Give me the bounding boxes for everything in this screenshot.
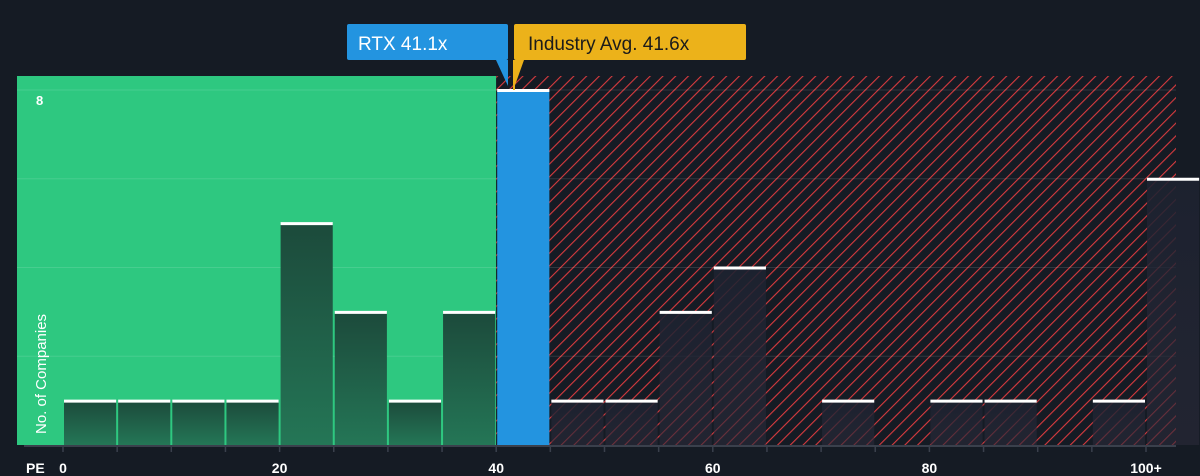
y-axis-label: No. of Companies (33, 314, 50, 434)
histogram-bar (443, 311, 496, 445)
histogram-bar-cap (280, 222, 333, 226)
histogram-bar-cap (930, 399, 983, 403)
x-tick-label: 0 (59, 460, 67, 476)
histogram-bar (930, 400, 983, 445)
histogram-bar-cap (822, 399, 875, 403)
histogram-bar-cap (172, 399, 225, 403)
histogram-bar-cap (226, 399, 279, 403)
x-tick-label: 60 (705, 460, 721, 476)
below-average-zone (17, 76, 497, 445)
histogram-bar (388, 400, 442, 445)
y-axis-max-label: 8 (36, 93, 43, 108)
histogram-bar-cap (334, 310, 387, 314)
histogram-bar (1147, 178, 1200, 445)
histogram-bar (118, 400, 171, 445)
histogram-bar (64, 400, 117, 445)
x-tick-label: 40 (488, 460, 504, 476)
histogram-bar (713, 267, 766, 445)
histogram-bar (334, 311, 387, 445)
above-average-zone (496, 76, 1176, 445)
x-axis-label: PE (26, 460, 45, 476)
histogram-bar-cap (713, 266, 766, 270)
histogram-bar (551, 400, 604, 445)
histogram-bar-cap (64, 399, 117, 403)
histogram-bar-cap (443, 310, 496, 314)
histogram-bar-cap (984, 399, 1037, 403)
histogram-bar-cap (118, 399, 171, 403)
histogram-bar-cap (659, 310, 712, 314)
histogram-bar (280, 223, 333, 445)
x-tick-label: 20 (272, 460, 288, 476)
histogram-bar (605, 400, 658, 445)
histogram-bar-cap (1092, 399, 1145, 403)
company-callout: RTX 41.1x (347, 24, 508, 86)
histogram-bar (984, 400, 1037, 445)
industry-callout: Industry Avg. 41.6x (513, 24, 746, 90)
histogram-bar (226, 400, 279, 445)
histogram-bar-cap (388, 399, 442, 403)
x-tick-label: 80 (922, 460, 938, 476)
industry-callout-label: Industry Avg. 41.6x (528, 34, 690, 55)
x-tick-label: 100+ (1130, 460, 1162, 476)
histogram-bar (1092, 400, 1145, 445)
company-callout-label: RTX 41.1x (358, 34, 448, 55)
histogram-bar (497, 90, 550, 445)
histogram-bar (659, 311, 712, 445)
histogram-bar (822, 400, 875, 445)
histogram-bar-cap (1147, 177, 1200, 181)
histogram-bar-cap (605, 399, 658, 403)
histogram-bar-cap (497, 89, 550, 92)
histogram-bar-cap (551, 399, 604, 403)
histogram-bar (172, 400, 225, 445)
